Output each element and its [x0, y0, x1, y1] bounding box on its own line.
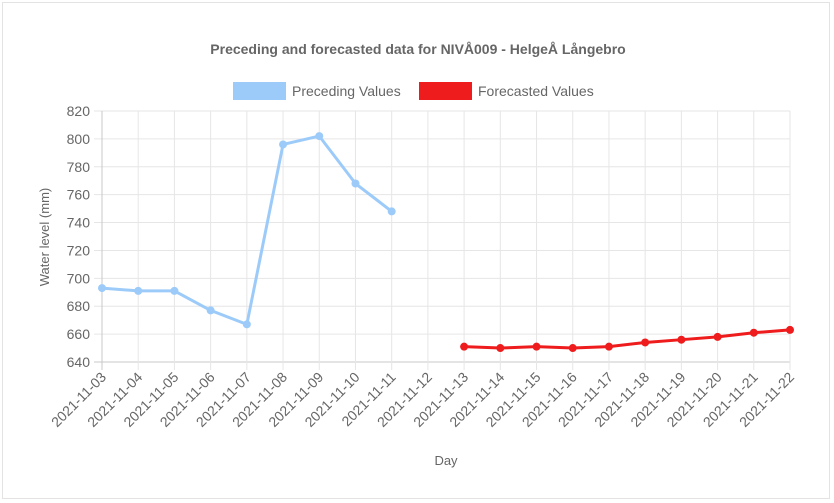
data-point-forecasted[interactable]: [568, 344, 577, 353]
y-tick-label: 700: [67, 270, 91, 286]
data-point-preceding[interactable]: [242, 320, 251, 329]
y-tick-label: 660: [67, 326, 91, 342]
y-tick-label: 740: [67, 215, 91, 231]
series-layer: [98, 132, 794, 353]
y-tick-label: 780: [67, 159, 91, 175]
legend-label-preceding: Preceding Values: [292, 83, 401, 99]
y-tick-label: 800: [67, 131, 91, 147]
legend-item-forecasted[interactable]: Forecasted Values: [419, 82, 594, 100]
y-axis-ticks: 640 660 680 700 720 740 760 780 800 820: [67, 103, 91, 370]
data-point-forecasted[interactable]: [496, 344, 505, 353]
data-point-preceding[interactable]: [134, 286, 143, 295]
chart-title: Preceding and forecasted data for NIVÅ00…: [210, 41, 625, 57]
legend-swatch-forecasted: [419, 82, 472, 100]
y-tick-label: 820: [67, 103, 91, 119]
grid: [94, 110, 791, 370]
data-point-preceding[interactable]: [315, 132, 324, 141]
y-tick-label: 720: [67, 242, 91, 258]
legend-label-forecasted: Forecasted Values: [478, 83, 594, 99]
y-tick-label: 640: [67, 354, 91, 370]
legend: Preceding Values Forecasted Values: [233, 82, 594, 100]
legend-item-preceding[interactable]: Preceding Values: [233, 82, 401, 100]
data-point-forecasted[interactable]: [641, 338, 650, 347]
data-point-forecasted[interactable]: [713, 332, 722, 341]
data-point-forecasted[interactable]: [677, 335, 686, 344]
data-point-forecasted[interactable]: [786, 325, 794, 334]
y-tick-label: 760: [67, 187, 91, 203]
x-axis-ticks: 2021-11-032021-11-042021-11-052021-11-06…: [48, 369, 797, 430]
legend-swatch-preceding: [233, 82, 286, 100]
data-point-preceding[interactable]: [170, 286, 179, 295]
y-tick-label: 680: [67, 298, 91, 314]
data-point-preceding[interactable]: [98, 284, 106, 293]
x-axis-label: Day: [434, 453, 458, 468]
data-point-forecasted[interactable]: [604, 342, 613, 351]
y-axis-label: Water level (mm): [37, 188, 52, 286]
data-point-forecasted[interactable]: [749, 328, 758, 337]
series-line-forecasted: [464, 328, 791, 350]
data-point-preceding[interactable]: [206, 306, 215, 315]
data-point-forecasted[interactable]: [460, 342, 469, 351]
data-point-preceding[interactable]: [351, 179, 360, 188]
data-point-preceding[interactable]: [387, 207, 396, 216]
data-point-preceding[interactable]: [279, 140, 288, 149]
data-point-forecasted[interactable]: [532, 342, 541, 351]
